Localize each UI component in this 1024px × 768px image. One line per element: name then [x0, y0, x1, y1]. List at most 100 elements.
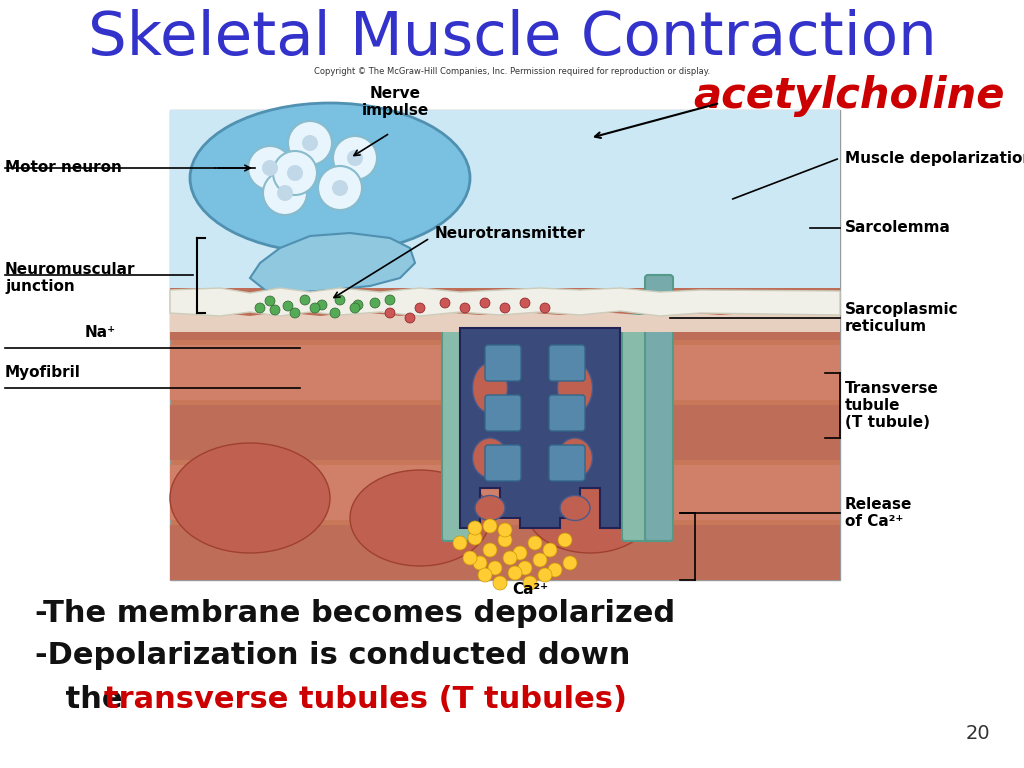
Polygon shape	[460, 328, 620, 528]
Text: Muscle depolarization: Muscle depolarization	[845, 151, 1024, 165]
Circle shape	[540, 303, 550, 313]
Polygon shape	[250, 233, 415, 293]
Ellipse shape	[472, 438, 508, 478]
Circle shape	[500, 303, 510, 313]
FancyBboxPatch shape	[170, 345, 840, 400]
Circle shape	[287, 165, 303, 181]
FancyBboxPatch shape	[549, 345, 585, 381]
Circle shape	[265, 296, 275, 306]
Circle shape	[290, 308, 300, 318]
FancyBboxPatch shape	[170, 225, 840, 280]
Circle shape	[534, 553, 547, 567]
FancyBboxPatch shape	[170, 405, 840, 460]
Circle shape	[460, 303, 470, 313]
Circle shape	[508, 566, 522, 580]
FancyBboxPatch shape	[170, 285, 840, 340]
Ellipse shape	[475, 495, 505, 521]
Circle shape	[478, 568, 492, 582]
FancyBboxPatch shape	[549, 395, 585, 431]
Text: 20: 20	[966, 724, 990, 743]
Circle shape	[468, 521, 482, 535]
Text: Neuromuscular
junction: Neuromuscular junction	[5, 262, 135, 294]
Circle shape	[440, 298, 450, 308]
Circle shape	[528, 536, 542, 550]
Circle shape	[278, 185, 293, 201]
Text: transverse tubules (T tubules): transverse tubules (T tubules)	[104, 686, 627, 714]
Circle shape	[523, 576, 537, 590]
Ellipse shape	[557, 363, 593, 413]
Circle shape	[300, 295, 310, 305]
Circle shape	[263, 171, 307, 215]
Polygon shape	[170, 312, 840, 332]
Text: acetylcholine: acetylcholine	[693, 75, 1005, 117]
Circle shape	[513, 546, 527, 560]
Circle shape	[483, 519, 497, 533]
Ellipse shape	[170, 443, 330, 553]
Text: -Depolarization is conducted down: -Depolarization is conducted down	[35, 641, 631, 670]
Circle shape	[248, 146, 292, 190]
Circle shape	[385, 295, 395, 305]
Circle shape	[347, 150, 362, 166]
Circle shape	[503, 551, 517, 565]
Text: Sarcolemma: Sarcolemma	[845, 220, 951, 236]
Circle shape	[353, 300, 362, 310]
Circle shape	[483, 543, 497, 557]
Circle shape	[310, 303, 319, 313]
Circle shape	[558, 533, 572, 547]
Text: Copyright © The McGraw-Hill Companies, Inc. Permission required for reproduction: Copyright © The McGraw-Hill Companies, I…	[314, 67, 710, 75]
Ellipse shape	[557, 438, 593, 478]
Text: Neurotransmitter: Neurotransmitter	[435, 226, 586, 240]
FancyBboxPatch shape	[485, 395, 521, 431]
Ellipse shape	[472, 363, 508, 413]
Circle shape	[498, 523, 512, 537]
Circle shape	[480, 298, 490, 308]
Text: Skeletal Muscle Contraction: Skeletal Muscle Contraction	[88, 8, 936, 68]
Text: Sarcoplasmic
reticulum: Sarcoplasmic reticulum	[845, 302, 958, 334]
Circle shape	[538, 568, 552, 582]
Circle shape	[302, 135, 318, 151]
FancyBboxPatch shape	[549, 445, 585, 481]
Circle shape	[543, 543, 557, 557]
Circle shape	[453, 536, 467, 550]
Circle shape	[518, 561, 532, 575]
Circle shape	[498, 533, 512, 547]
Text: Myofibril: Myofibril	[5, 365, 81, 380]
Circle shape	[330, 308, 340, 318]
Circle shape	[318, 166, 362, 210]
FancyBboxPatch shape	[170, 110, 840, 288]
Circle shape	[520, 298, 530, 308]
Ellipse shape	[350, 470, 490, 566]
Circle shape	[468, 531, 482, 545]
Circle shape	[463, 551, 477, 565]
Circle shape	[262, 160, 278, 176]
Polygon shape	[170, 288, 840, 316]
Circle shape	[488, 561, 502, 575]
FancyBboxPatch shape	[622, 315, 650, 541]
Ellipse shape	[190, 103, 470, 253]
Text: Nerve
impulse: Nerve impulse	[361, 85, 429, 118]
FancyBboxPatch shape	[170, 525, 840, 580]
Circle shape	[406, 313, 415, 323]
Circle shape	[332, 180, 348, 196]
Circle shape	[415, 303, 425, 313]
Text: Na⁺: Na⁺	[85, 325, 116, 340]
Circle shape	[350, 303, 360, 313]
Circle shape	[335, 295, 345, 305]
Circle shape	[563, 556, 577, 570]
Circle shape	[273, 151, 317, 195]
Text: -The membrane becomes depolarized: -The membrane becomes depolarized	[35, 598, 675, 627]
Circle shape	[270, 305, 280, 315]
Circle shape	[288, 121, 332, 165]
Ellipse shape	[560, 495, 590, 521]
Circle shape	[493, 576, 507, 590]
Circle shape	[255, 303, 265, 313]
Text: Release
of Ca²⁺: Release of Ca²⁺	[845, 497, 912, 529]
Circle shape	[385, 308, 395, 318]
Circle shape	[370, 298, 380, 308]
Text: Transverse
tubule
(T tubule): Transverse tubule (T tubule)	[845, 381, 939, 430]
Circle shape	[333, 136, 377, 180]
FancyBboxPatch shape	[170, 110, 840, 580]
Text: the: the	[55, 686, 133, 714]
FancyBboxPatch shape	[170, 465, 840, 520]
Text: Ca²⁺: Ca²⁺	[512, 582, 548, 598]
